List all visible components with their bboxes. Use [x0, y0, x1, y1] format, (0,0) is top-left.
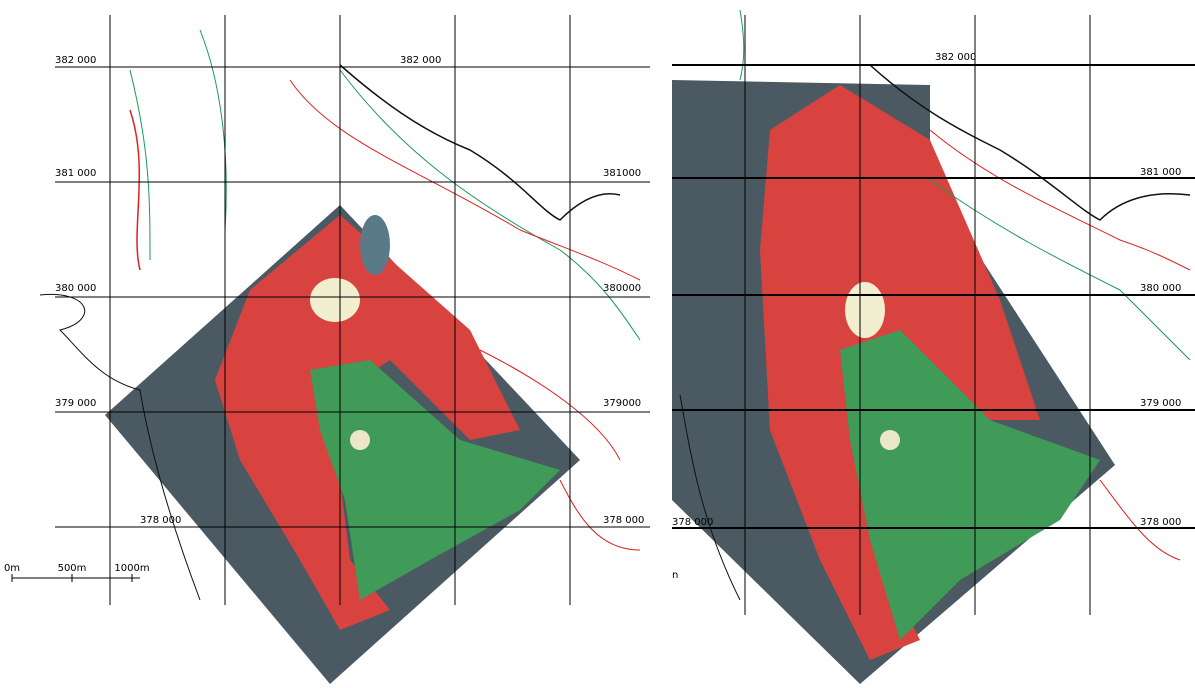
contour	[479, 349, 621, 461]
contour	[289, 79, 641, 281]
contour	[129, 109, 141, 271]
northing-label: 382 000	[55, 55, 96, 66]
northing-label: 379000	[603, 398, 641, 409]
scale-label: 1000m	[114, 563, 149, 574]
coastline	[869, 64, 1191, 221]
northing-label: 381000	[603, 168, 641, 179]
blue-zone	[360, 215, 390, 275]
bright-spot	[310, 278, 360, 322]
right-map-panel	[672, 9, 1191, 684]
northing-label: 378 000	[140, 515, 181, 526]
contour	[929, 129, 1191, 271]
northing-label: 380 000	[55, 283, 96, 294]
green-zone	[840, 330, 1100, 640]
contour	[199, 29, 227, 231]
scale-label: 500m	[58, 563, 87, 574]
northing-label: 379 000	[1140, 398, 1181, 409]
northing-label: 378 000	[603, 515, 644, 526]
contour	[1099, 479, 1181, 561]
northing-label: 378 000	[672, 517, 713, 528]
scale-label: 0m	[4, 563, 20, 574]
red-zone	[215, 215, 520, 630]
bright-spot	[845, 282, 885, 338]
northing-label: 380000	[603, 283, 641, 294]
northing-label: 382 000	[400, 55, 441, 66]
bright-spot	[350, 430, 370, 450]
contour	[739, 9, 745, 81]
northing-label: 381 000	[55, 168, 96, 179]
bright-spot	[880, 430, 900, 450]
contour	[559, 479, 641, 551]
contour	[129, 69, 151, 261]
northing-label: 382 000	[935, 52, 976, 63]
coastline	[339, 64, 621, 221]
scale-label: n	[672, 570, 678, 581]
red-zone	[760, 85, 1040, 660]
northing-label: 381 000	[1140, 167, 1181, 178]
green-zone	[310, 360, 560, 600]
contour	[929, 179, 1191, 361]
left-map-panel	[39, 29, 641, 684]
northing-label: 379 000	[55, 398, 96, 409]
coastline	[39, 293, 201, 601]
northing-label: 380 000	[1140, 283, 1181, 294]
northing-label: 378 000	[1140, 517, 1181, 528]
coastline	[679, 394, 741, 601]
